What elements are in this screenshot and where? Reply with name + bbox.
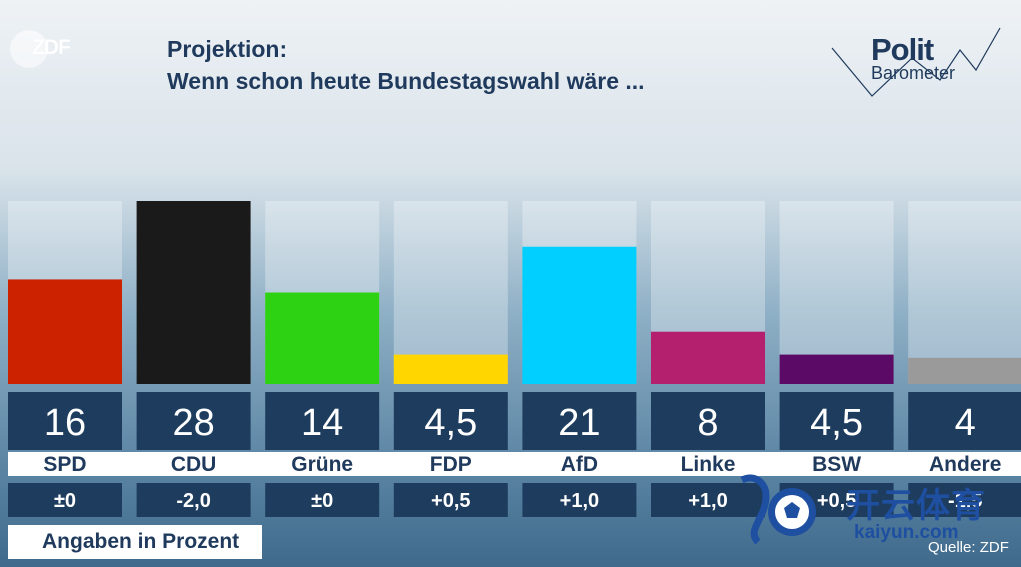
value-box: [908, 392, 1021, 450]
change-box: [522, 483, 637, 517]
value-label: 16: [44, 402, 86, 444]
value-box: [136, 392, 251, 450]
bar: [908, 357, 1021, 384]
politbarometer-logo: Polit Barometer: [828, 22, 1006, 102]
bar: [393, 354, 508, 384]
bar: [779, 354, 894, 384]
change-label: -1,5: [948, 490, 982, 512]
value-label: 28: [172, 402, 214, 444]
change-label: +1,0: [688, 490, 727, 512]
bar-track: [393, 201, 508, 384]
value-box: [779, 392, 894, 450]
value-label: 4,5: [424, 402, 477, 444]
bar-track: [908, 201, 1021, 384]
category-label: Grüne: [291, 453, 353, 476]
value-label: 4,5: [810, 402, 863, 444]
zdf-logo: ZDF: [10, 30, 76, 68]
category-label: FDP: [430, 453, 472, 476]
value-box: [8, 392, 122, 450]
logo-polit: Polit: [871, 32, 934, 67]
change-box: [908, 483, 1021, 517]
value-label: 14: [301, 402, 343, 444]
bar-track: [779, 201, 894, 384]
barometer-zigzag-icon: [831, 27, 1001, 97]
watermark-text-url: kaiyun.com: [854, 522, 959, 543]
value-box: [265, 392, 380, 450]
zdf-logo-disc: [10, 30, 48, 68]
source-label: Quelle: ZDF: [928, 539, 1009, 556]
chart-title-line1: Projektion:: [167, 36, 288, 62]
change-label: ±0: [311, 490, 333, 512]
change-box: [393, 483, 508, 517]
change-box: [136, 483, 251, 517]
change-label: +0,5: [817, 490, 856, 512]
bar: [651, 331, 765, 384]
category-label: BSW: [812, 453, 861, 476]
watermark: 开云体育 kaiyun.com: [736, 470, 1016, 550]
bar: [522, 246, 637, 384]
change-box: [8, 483, 122, 517]
chart-title-line2: Wenn schon heute Bundestagswahl wäre ...: [167, 68, 645, 94]
unit-note: Angaben in Prozent: [8, 525, 262, 559]
value-box: [522, 392, 637, 450]
category-label: CDU: [171, 453, 217, 476]
bar: [136, 201, 251, 384]
value-box: [651, 392, 765, 450]
category-label: SPD: [43, 453, 86, 476]
value-box: [393, 392, 508, 450]
zdf-logo-text: ZDF: [32, 36, 71, 59]
change-label: +0,5: [431, 490, 470, 512]
category-label: AfD: [561, 453, 598, 476]
bar: [265, 292, 380, 384]
value-label: 8: [697, 402, 718, 444]
category-label: Andere: [929, 453, 1001, 476]
watermark-text-cn: 开云体育: [846, 487, 986, 525]
change-box: [265, 483, 380, 517]
value-label: 4: [955, 402, 976, 444]
change-label: -2,0: [176, 490, 210, 512]
chart-heading: Projektion: Wenn schon heute Bundestagsw…: [167, 33, 645, 97]
value-label: 21: [558, 402, 600, 444]
change-box: [651, 483, 765, 517]
change-label: ±0: [54, 490, 76, 512]
logo-barometer: Barometer: [871, 63, 956, 83]
watermark-ball-icon: [740, 474, 816, 544]
change-label: +1,0: [560, 490, 599, 512]
category-label: Linke: [681, 453, 736, 476]
bar: [8, 279, 122, 384]
party-label-strip: [8, 452, 1021, 476]
